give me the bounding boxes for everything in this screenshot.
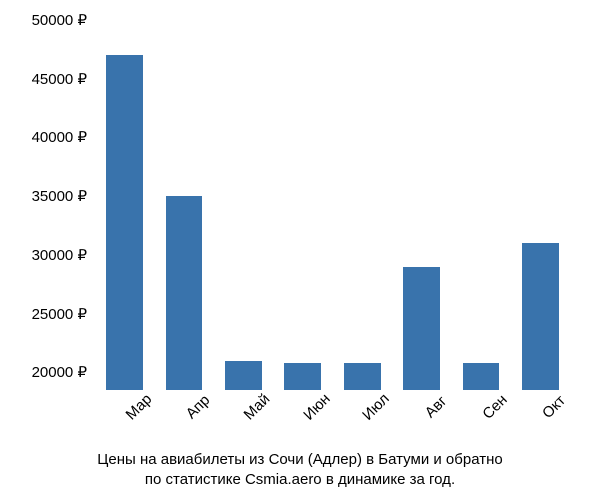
y-tick-label: 20000 ₽: [32, 363, 87, 381]
bar: [522, 243, 559, 390]
y-tick-label: 50000 ₽: [32, 11, 87, 29]
bar: [284, 363, 321, 390]
x-tick-label: Авг: [421, 393, 450, 422]
bar: [166, 196, 203, 390]
x-axis-labels: МарАпрМайИюнИюлАвгСенОкт: [95, 395, 570, 450]
y-tick-label: 45000 ₽: [32, 70, 87, 88]
caption-line-2: по статистике Csmia.aero в динамике за г…: [145, 471, 455, 488]
x-tick-label: Июл: [359, 390, 393, 424]
y-tick-label: 35000 ₽: [32, 187, 87, 205]
bar: [463, 363, 500, 390]
x-tick-label: Окт: [539, 392, 569, 422]
chart-caption: Цены на авиабилеты из Сочи (Адлер) в Бат…: [0, 450, 600, 491]
x-tick-label: Июн: [300, 390, 333, 423]
bar: [403, 267, 440, 390]
bar: [344, 363, 381, 390]
plot-area: 20000 ₽25000 ₽30000 ₽35000 ₽40000 ₽45000…: [95, 20, 570, 390]
x-tick-label: Май: [241, 391, 274, 424]
y-tick-label: 40000 ₽: [32, 128, 87, 146]
y-tick-label: 25000 ₽: [32, 305, 87, 323]
price-chart: 20000 ₽ 25000 ₽ 30000 ₽ 35000 ₽ 40000 ₽ 45000…: [0, 0, 600, 500]
caption-line-1: Цены на авиабилеты из Сочи (Адлер) в Бат…: [97, 451, 502, 468]
x-tick-label: Сен: [479, 391, 510, 422]
y-tick-label: 30000 ₽: [32, 246, 87, 264]
bar: [225, 361, 262, 390]
x-tick-label: Мар: [122, 391, 155, 424]
x-tick-label: Апр: [183, 392, 214, 423]
bar: [106, 55, 143, 390]
